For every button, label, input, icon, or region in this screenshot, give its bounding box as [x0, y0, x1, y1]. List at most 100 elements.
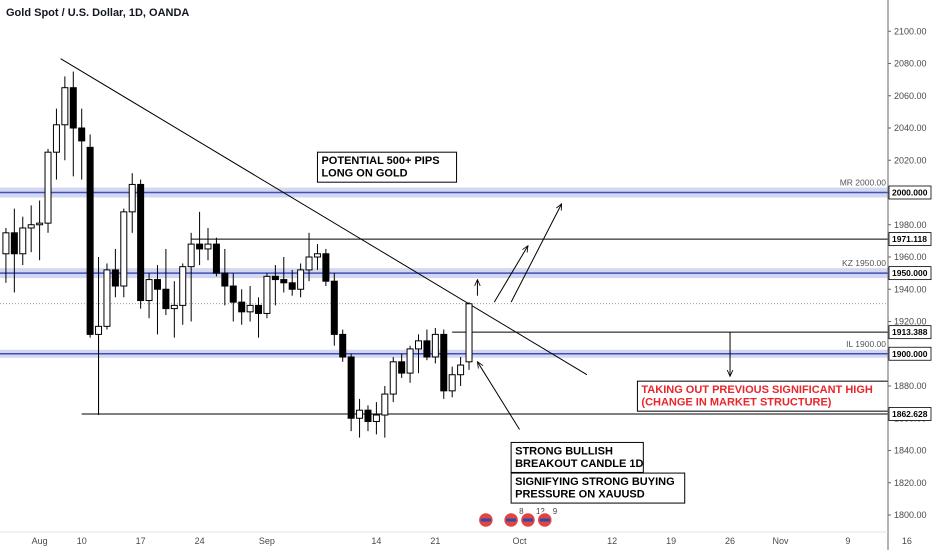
bullish-candle[interactable] — [2, 227, 10, 283]
annotation-text: PRESSURE ON XAUUSD — [515, 489, 645, 501]
price-axis-label-box — [888, 266, 932, 281]
price-axis-label-box — [888, 407, 932, 421]
bearish-candle[interactable] — [288, 269, 296, 296]
bearish-candle[interactable] — [339, 329, 347, 362]
candle-body — [440, 333, 448, 392]
bearish-candle[interactable] — [364, 405, 372, 432]
candle-body — [61, 87, 69, 126]
bullish-candle[interactable] — [305, 232, 313, 282]
bullish-candle[interactable] — [415, 334, 422, 374]
bullish-candle[interactable] — [381, 386, 389, 438]
bearish-candle[interactable] — [10, 208, 18, 293]
bullish-candle[interactable] — [36, 200, 44, 261]
bearish-candle[interactable] — [78, 108, 86, 180]
bullish-candle[interactable] — [448, 366, 456, 398]
bullish-candle[interactable] — [313, 244, 321, 270]
candle-body — [95, 325, 103, 335]
event-marker-icon[interactable]: 12 — [519, 507, 545, 529]
candle-body — [330, 280, 338, 335]
candle-body — [381, 393, 389, 416]
bullish-candle[interactable] — [61, 76, 69, 161]
bearish-candle[interactable] — [330, 273, 338, 346]
bullish-candle[interactable] — [457, 356, 465, 386]
candle-body — [170, 304, 178, 310]
bearish-candle[interactable] — [86, 134, 94, 338]
bearish-candle[interactable] — [153, 265, 161, 335]
candle-body — [145, 279, 153, 302]
bearish-candle[interactable] — [221, 248, 229, 306]
bearish-candle[interactable] — [322, 248, 330, 287]
trendline — [60, 58, 588, 376]
candle-body — [10, 232, 18, 255]
price-axis-label-text: 1862.628 — [892, 409, 928, 419]
price-axis-label-text: 1950.000 — [892, 268, 928, 278]
bullish-candle[interactable] — [27, 205, 35, 253]
bullish-candle[interactable] — [19, 216, 27, 266]
bullish-candle[interactable] — [406, 345, 414, 383]
candle-body — [339, 333, 347, 358]
bearish-candle[interactable] — [398, 353, 406, 378]
y-tick-label: 1840.00 — [894, 446, 927, 456]
bearish-candle[interactable] — [229, 273, 237, 322]
bullish-candle[interactable] — [170, 281, 178, 338]
bearish-candle[interactable] — [212, 237, 220, 277]
bearish-candle[interactable] — [255, 297, 263, 338]
bullish-candle[interactable] — [431, 327, 439, 364]
candles-layer[interactable] — [2, 71, 473, 438]
y-tick-label: 1800.00 — [894, 510, 927, 520]
bearish-candle[interactable] — [440, 329, 448, 399]
candle-body — [263, 275, 271, 314]
event-marker-icon[interactable]: 9 — [536, 507, 558, 529]
bullish-candle[interactable] — [372, 402, 380, 435]
bullish-candle[interactable] — [52, 108, 60, 180]
candle-body — [196, 243, 204, 250]
candle-body — [86, 146, 94, 335]
bearish-candle[interactable] — [347, 353, 355, 432]
candle-body — [280, 279, 288, 284]
event-marker-icon[interactable]: 8 — [502, 507, 525, 529]
candle-body — [2, 232, 10, 255]
event-marker-badge: 9 — [553, 507, 558, 516]
bullish-candle[interactable] — [297, 263, 305, 298]
bullish-candle[interactable] — [246, 286, 254, 322]
bearish-candle[interactable] — [111, 248, 119, 298]
bullish-candle[interactable] — [128, 173, 136, 233]
bullish-candle[interactable] — [204, 227, 212, 261]
y-tick-label: 1940.00 — [894, 284, 927, 294]
annotation-frame — [510, 472, 686, 504]
bullish-candle[interactable] — [389, 356, 397, 403]
bearish-candle[interactable] — [69, 71, 77, 177]
event-markers-layer[interactable]: 8 12 9 — [477, 507, 558, 529]
candle-body — [389, 361, 397, 395]
chart-title: Gold Spot / U.S. Dollar, 1D, OANDA — [6, 7, 189, 19]
bullish-candle[interactable] — [120, 208, 128, 298]
bullish-candle[interactable] — [44, 148, 52, 233]
bearish-candle[interactable] — [238, 289, 246, 325]
bearish-candle[interactable] — [280, 257, 288, 293]
bearish-candle[interactable] — [423, 329, 431, 361]
bearish-candle[interactable] — [137, 179, 145, 309]
bullish-candle[interactable] — [145, 273, 153, 319]
bullish-candle[interactable] — [103, 263, 111, 330]
bearish-candle[interactable] — [162, 248, 170, 316]
x-tick-label: 14 — [371, 536, 381, 546]
event-marker-icon[interactable] — [477, 511, 495, 529]
bullish-candle[interactable] — [179, 263, 187, 325]
x-tick-label: Nov — [773, 536, 790, 546]
zone-label: KZ 1950.00 — [842, 258, 886, 268]
bearish-candle[interactable] — [196, 211, 204, 266]
x-tick-label: 26 — [725, 536, 735, 546]
bullish-candle[interactable] — [263, 273, 271, 319]
bullish-candle[interactable] — [95, 257, 103, 416]
price-axis-label: 1900.000 — [888, 346, 932, 361]
projection-arrow — [510, 204, 562, 303]
bearish-candle[interactable] — [271, 265, 279, 306]
bullish-candle[interactable] — [356, 398, 364, 438]
candle-body — [187, 243, 195, 268]
price-axis-label: 1913.388 — [888, 325, 932, 340]
candle-body — [356, 409, 364, 419]
bullish-candle[interactable] — [187, 232, 195, 322]
bullish-candle[interactable] — [465, 302, 473, 370]
